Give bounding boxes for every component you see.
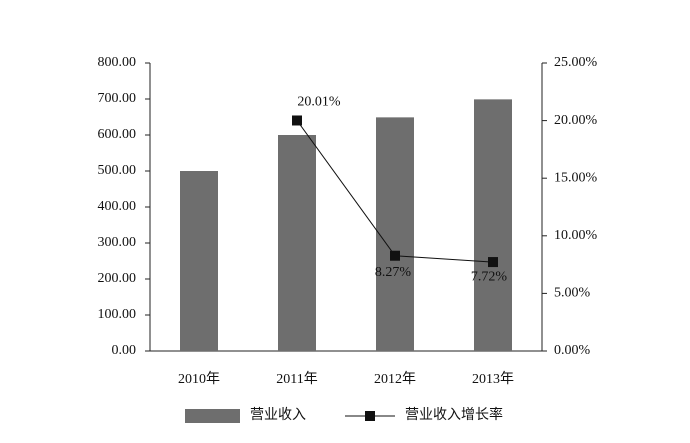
y-tick-label: 700.00 bbox=[98, 91, 137, 106]
legend-label: 营业收入 bbox=[250, 407, 306, 423]
y2-tick-label: 25.00% bbox=[554, 55, 598, 70]
y-tick-label: 500.00 bbox=[98, 163, 137, 178]
y-tick-label: 200.00 bbox=[98, 271, 137, 286]
data-label: 20.01% bbox=[297, 95, 341, 110]
y-tick-label: 400.00 bbox=[98, 199, 137, 214]
y-tick-label: 300.00 bbox=[98, 235, 137, 250]
y-tick-label: 800.00 bbox=[98, 55, 137, 70]
data-label: 8.27% bbox=[375, 265, 412, 280]
y-tick-label: 0.00 bbox=[112, 343, 137, 358]
y-tick-label: 600.00 bbox=[98, 127, 137, 142]
bar bbox=[376, 117, 414, 351]
line-marker bbox=[488, 257, 498, 268]
x-tick-label: 2010年 bbox=[178, 371, 220, 387]
bar bbox=[278, 135, 316, 351]
x-tick-label: 2011年 bbox=[276, 371, 317, 387]
y2-tick-label: 10.00% bbox=[554, 228, 598, 243]
legend-label: 营业收入增长率 bbox=[405, 406, 503, 423]
y2-tick-label: 5.00% bbox=[554, 286, 591, 301]
line-marker bbox=[390, 250, 400, 261]
y2-tick-label: 0.00% bbox=[554, 343, 591, 358]
line-marker bbox=[292, 115, 302, 126]
y2-tick-label: 15.00% bbox=[554, 170, 598, 185]
bar bbox=[474, 99, 512, 351]
x-tick-label: 2012年 bbox=[374, 371, 416, 387]
bar bbox=[180, 171, 218, 351]
legend-swatch bbox=[365, 411, 375, 421]
data-label: 7.72% bbox=[471, 269, 508, 284]
x-tick-label: 2013年 bbox=[472, 371, 514, 387]
legend-swatch bbox=[185, 409, 240, 423]
y-tick-label: 100.00 bbox=[98, 307, 137, 322]
y2-tick-label: 20.00% bbox=[554, 113, 598, 128]
